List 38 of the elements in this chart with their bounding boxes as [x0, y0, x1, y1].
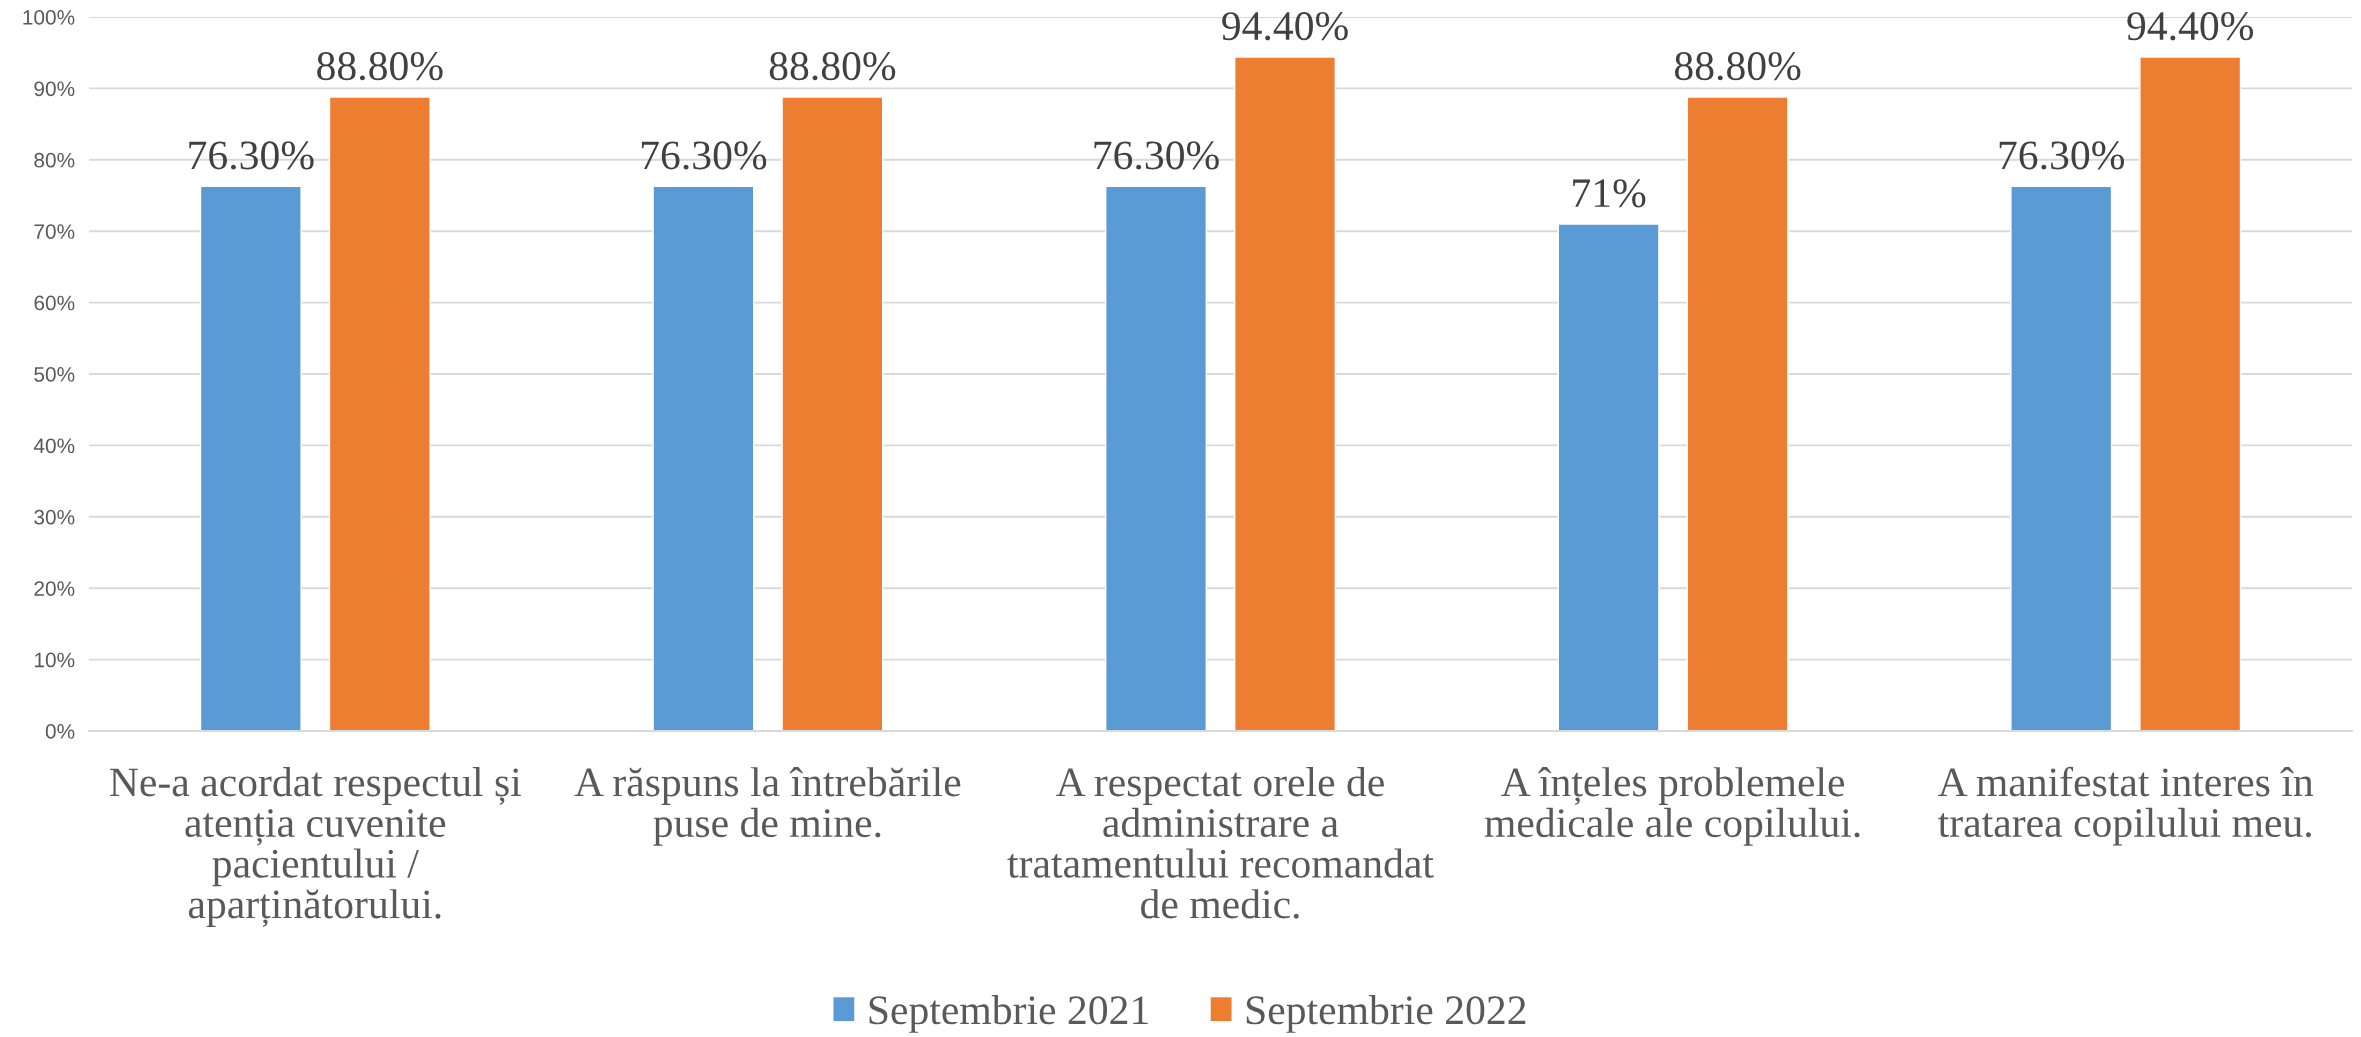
bar [652, 185, 755, 731]
y-tick-label: 100% [23, 10, 75, 25]
legend-label: Septembrie 2022 [1246, 995, 1526, 1033]
data-label: 88.80% [1674, 52, 1801, 81]
data-label: 76.30% [1999, 141, 2125, 170]
data-label: 76.30% [189, 141, 314, 170]
x-tick-label: Ne-a acordat respectul și atenția cuvenite pacientului / aparținătorului. [110, 767, 521, 927]
bar [1105, 185, 1208, 731]
y-tick-label: 60% [34, 295, 75, 311]
y-tick-label: 80% [34, 152, 75, 168]
y-tick-label: 40% [33, 438, 75, 454]
y-tick-label: 30% [34, 509, 75, 525]
bar [199, 185, 302, 731]
bar [1557, 223, 1660, 731]
data-label: 94.40% [1222, 12, 1348, 41]
y-tick-label: 90% [34, 81, 75, 97]
y-tick-label: 0% [45, 724, 75, 739]
data-label: 88.80% [769, 52, 896, 81]
x-tick-label: A răspuns la întrebările puse de mine. [574, 767, 961, 846]
x-tick-label: A respectat orele de administrare a tratamentului recomandat de medic. [1007, 767, 1434, 919]
data-label: 76.30% [641, 141, 767, 170]
y-tick-label: 70% [34, 224, 75, 239]
x-tick-label: A manifestat interes în tratarea copilului meu. [1938, 766, 2314, 846]
bar [1686, 96, 1789, 731]
x-tick-label: A înțeles problemele medicale ale copilului. [1484, 767, 1860, 846]
y-tick-label: 20% [34, 581, 75, 596]
data-label: 88.80% [317, 52, 443, 81]
bar [2139, 56, 2242, 731]
data-label: 94.40% [2127, 12, 2253, 41]
y-tick-label: 10% [35, 652, 75, 668]
bar [2010, 185, 2113, 731]
bar [1233, 56, 1336, 731]
legend-label: Septembrie 2021 [869, 995, 1148, 1033]
y-tick-label: 50% [34, 367, 75, 382]
bar [781, 96, 884, 731]
data-label: 76.30% [1094, 141, 1219, 170]
data-label: 71% [1573, 179, 1646, 208]
bar [328, 96, 431, 731]
